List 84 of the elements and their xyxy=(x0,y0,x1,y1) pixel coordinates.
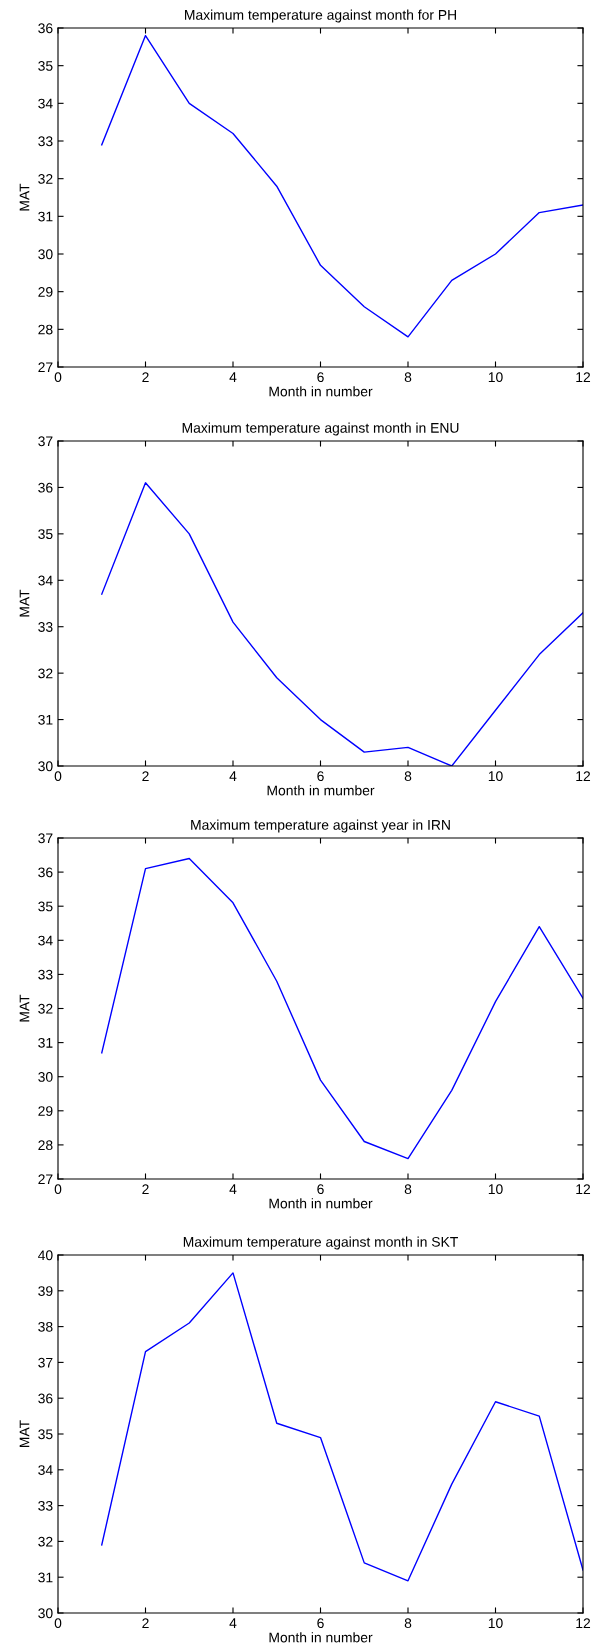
y-tick-label: 40 xyxy=(38,1250,53,1261)
x-tick-label: 6 xyxy=(317,1618,324,1629)
line-series xyxy=(101,857,583,1160)
y-tick-label: 27 xyxy=(38,1174,53,1185)
y-tick-label: 37 xyxy=(38,833,53,844)
y-tick-label: 34 xyxy=(38,575,53,586)
y-tick-label: 34 xyxy=(38,935,53,946)
y-tick-label: 28 xyxy=(38,1140,53,1151)
x-tick-label: 4 xyxy=(229,372,237,382)
x-tick-label: 12 xyxy=(576,372,591,382)
y-tick-label: 30 xyxy=(38,761,53,772)
x-tick-label: 8 xyxy=(404,1184,412,1195)
x-tick-label: 8 xyxy=(404,372,412,383)
x-tick-label: 12 xyxy=(576,771,591,781)
y-tick-label: 36 xyxy=(38,1393,53,1404)
y-tick-label: 27 xyxy=(38,362,53,373)
chart-title: Maximum temperature against year in IRN xyxy=(191,819,450,833)
x-axis-title: Month in number xyxy=(269,1632,373,1643)
y-tick-label: 38 xyxy=(38,1321,53,1332)
x-tick-label: 10 xyxy=(488,771,503,782)
y-tick-label: 36 xyxy=(38,23,53,34)
y-tick-label: 39 xyxy=(38,1286,53,1296)
x-tick-label: 6 xyxy=(317,771,324,782)
y-axis-title: MAT xyxy=(19,589,30,617)
y-tick-label: 35 xyxy=(38,1429,53,1440)
x-tick-label: 4 xyxy=(229,771,237,781)
y-axis-title: MAT xyxy=(19,183,30,211)
y-tick-label: 33 xyxy=(38,622,53,632)
y-tick-label: 35 xyxy=(38,529,53,540)
x-tick-label: 12 xyxy=(576,1618,591,1628)
x-tick-label: 8 xyxy=(404,771,412,782)
y-tick-label: 32 xyxy=(38,1536,53,1547)
y-tick-label: 31 xyxy=(38,714,53,725)
y-tick-label: 31 xyxy=(38,211,53,222)
chart-title: Maximum temperature against month in ENU xyxy=(182,422,459,436)
x-tick-label: 0 xyxy=(54,372,62,383)
y-axis-title: MAT xyxy=(19,1420,30,1448)
y-tick-label: 34 xyxy=(38,1465,53,1475)
x-tick-label: 2 xyxy=(142,771,149,781)
x-axis-title: Month in number xyxy=(269,1198,373,1209)
y-tick-label: 29 xyxy=(38,287,53,297)
y-tick-label: 36 xyxy=(38,867,53,878)
y-tick-label: 29 xyxy=(38,1106,53,1116)
chart-title: Maximum temperature against month in SKT xyxy=(183,1236,458,1250)
x-tick-label: 0 xyxy=(54,1184,62,1195)
x-tick-label: 10 xyxy=(488,1184,503,1195)
line-series xyxy=(101,482,583,766)
y-tick-label: 30 xyxy=(38,249,53,260)
x-tick-label: 8 xyxy=(404,1618,412,1629)
x-tick-label: 0 xyxy=(54,771,62,782)
y-tick-label: 28 xyxy=(38,324,53,335)
x-axis-title: Month in mumber xyxy=(267,785,375,796)
y-tick-label: 30 xyxy=(38,1608,53,1619)
x-tick-label: 2 xyxy=(142,1184,149,1194)
x-tick-label: 6 xyxy=(317,372,324,383)
x-tick-label: 10 xyxy=(488,372,503,383)
y-tick-label: 34 xyxy=(38,98,53,109)
y-tick-label: 37 xyxy=(38,436,53,447)
y-tick-label: 31 xyxy=(38,1572,53,1583)
x-tick-label: 2 xyxy=(142,372,149,382)
y-tick-label: 35 xyxy=(38,61,53,71)
chart-title: Maximum temperature against month for PH xyxy=(185,9,456,23)
y-tick-label: 37 xyxy=(38,1357,53,1368)
x-tick-label: 12 xyxy=(576,1184,591,1194)
line-series xyxy=(101,34,583,338)
y-tick-label: 33 xyxy=(38,969,53,980)
y-tick-label: 32 xyxy=(38,668,53,679)
x-tick-label: 4 xyxy=(229,1184,237,1194)
x-tick-label: 6 xyxy=(317,1184,324,1195)
x-tick-label: 4 xyxy=(229,1618,237,1628)
line-series xyxy=(101,1272,583,1582)
y-axis-title: MAT xyxy=(19,994,30,1022)
x-axis-title: Month in number xyxy=(269,386,373,397)
x-tick-label: 10 xyxy=(488,1618,503,1629)
x-tick-label: 2 xyxy=(142,1618,149,1628)
y-tick-label: 36 xyxy=(38,482,53,493)
y-tick-label: 33 xyxy=(38,1500,53,1511)
y-tick-label: 33 xyxy=(38,136,53,147)
y-tick-label: 35 xyxy=(38,901,53,912)
y-tick-label: 32 xyxy=(38,174,53,184)
y-tick-label: 32 xyxy=(38,1003,53,1014)
y-tick-label: 30 xyxy=(38,1072,53,1082)
x-tick-label: 0 xyxy=(54,1618,62,1629)
y-tick-label: 31 xyxy=(38,1037,53,1048)
